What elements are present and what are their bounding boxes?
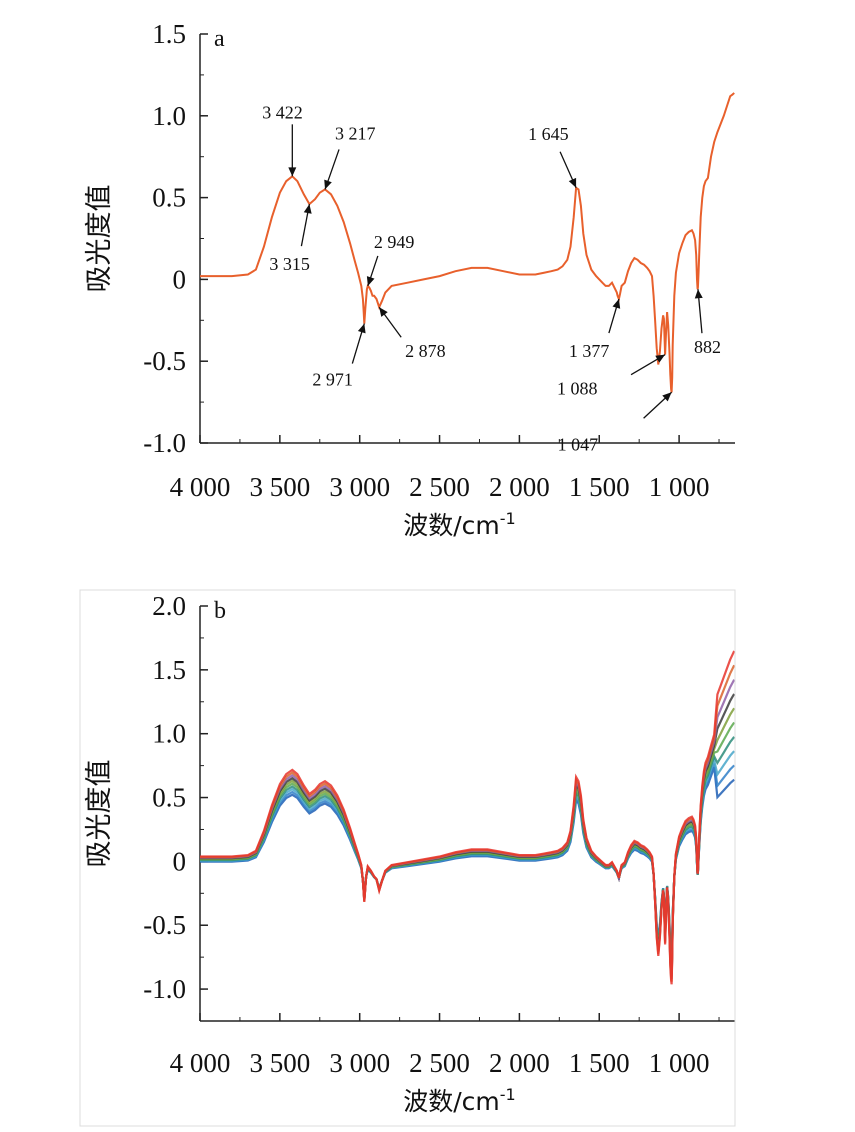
x-axis-label-superscript: -1 — [500, 1085, 516, 1104]
annotation-arrowhead — [366, 276, 375, 286]
x-tick-label: 4 000 — [170, 472, 231, 502]
annotation-label: 2 949 — [374, 232, 415, 252]
x-tick-label: 4 000 — [170, 1048, 231, 1078]
annotation-label: 1 645 — [528, 124, 569, 144]
x-tick-label: 2 500 — [409, 1048, 470, 1078]
annotation-label: 3 315 — [269, 254, 310, 274]
x-axis-label-text: 波数/cm — [403, 511, 500, 540]
y-axis-label: 吸光度值 — [84, 185, 115, 293]
annotation-label: 1 047 — [558, 434, 599, 454]
y-tick-label: 1.0 — [152, 719, 186, 749]
annotation-label: 1 088 — [557, 379, 598, 399]
annotation-arrowhead — [612, 299, 621, 309]
annotation-arrowhead — [694, 289, 703, 299]
x-tick-label: 1 000 — [649, 1048, 710, 1078]
x-tick-label: 3 500 — [249, 1048, 310, 1078]
annotation-arrowhead — [662, 392, 672, 402]
y-tick-label: 2.0 — [152, 591, 186, 621]
x-tick-label: 1 000 — [649, 472, 710, 502]
x-axis-label: 波数/cm-1 — [403, 1085, 515, 1116]
annotation-label: 1 377 — [569, 341, 610, 361]
series-line — [200, 650, 736, 985]
y-tick-label: -0.5 — [143, 346, 186, 376]
y-tick-label: -0.5 — [143, 910, 186, 940]
panel-label: b — [214, 598, 226, 624]
annotation-label: 2 971 — [312, 370, 353, 390]
annotation-arrowhead — [288, 167, 297, 177]
series-line — [200, 92, 735, 393]
x-axis-label-superscript: -1 — [500, 509, 516, 528]
x-tick-label: 3 500 — [249, 472, 310, 502]
y-tick-label: 0 — [173, 846, 187, 876]
y-tick-label: 0 — [173, 264, 187, 294]
annotation-label: 2 878 — [405, 341, 446, 361]
y-tick-label: 0.5 — [152, 183, 186, 213]
x-tick-label: 1 500 — [569, 472, 630, 502]
x-tick-label: 3 000 — [329, 1048, 390, 1078]
annotation-arrowhead — [655, 354, 666, 363]
y-tick-label: -1.0 — [143, 974, 186, 1004]
x-tick-label: 2 000 — [489, 1048, 550, 1078]
annotation-arrowhead — [357, 323, 366, 334]
panel-b: -1.0 -0.5 0 0.5 1.0 1.5 2.0 4 000 3 500 3 000 2 50… — [84, 591, 736, 1116]
annotation-label: 882 — [694, 337, 721, 357]
y-tick-label: 1.0 — [152, 101, 186, 131]
x-tick-label: 1 500 — [569, 1048, 630, 1078]
annotation-arrowhead — [568, 177, 577, 188]
y-axis-label: 吸光度值 — [84, 760, 115, 868]
x-axis-label: 波数/cm-1 — [403, 509, 515, 540]
y-tick-label: 1.5 — [152, 19, 186, 49]
annotation-label: 3 422 — [262, 102, 303, 122]
x-tick-label: 2 500 — [409, 472, 470, 502]
panel-a: -1.0 -0.5 0 0.5 1.0 1.5 4 000 3 500 3 000 2 500 2 … — [84, 19, 735, 540]
annotation-arrowhead — [324, 179, 332, 190]
panel-label: a — [214, 26, 225, 52]
y-tick-label: 1.5 — [152, 655, 186, 685]
panel-b-frame — [79, 589, 736, 1127]
annotation-arrowhead — [303, 204, 312, 214]
annotation-label: 3 217 — [335, 123, 376, 143]
x-tick-label: 2 000 — [489, 472, 550, 502]
x-axis-label-text: 波数/cm — [403, 1087, 500, 1116]
annotation-arrowhead — [379, 307, 388, 317]
y-tick-label: -1.0 — [143, 428, 186, 458]
y-tick-label: 0.5 — [152, 783, 186, 813]
x-tick-label: 3 000 — [329, 472, 390, 502]
